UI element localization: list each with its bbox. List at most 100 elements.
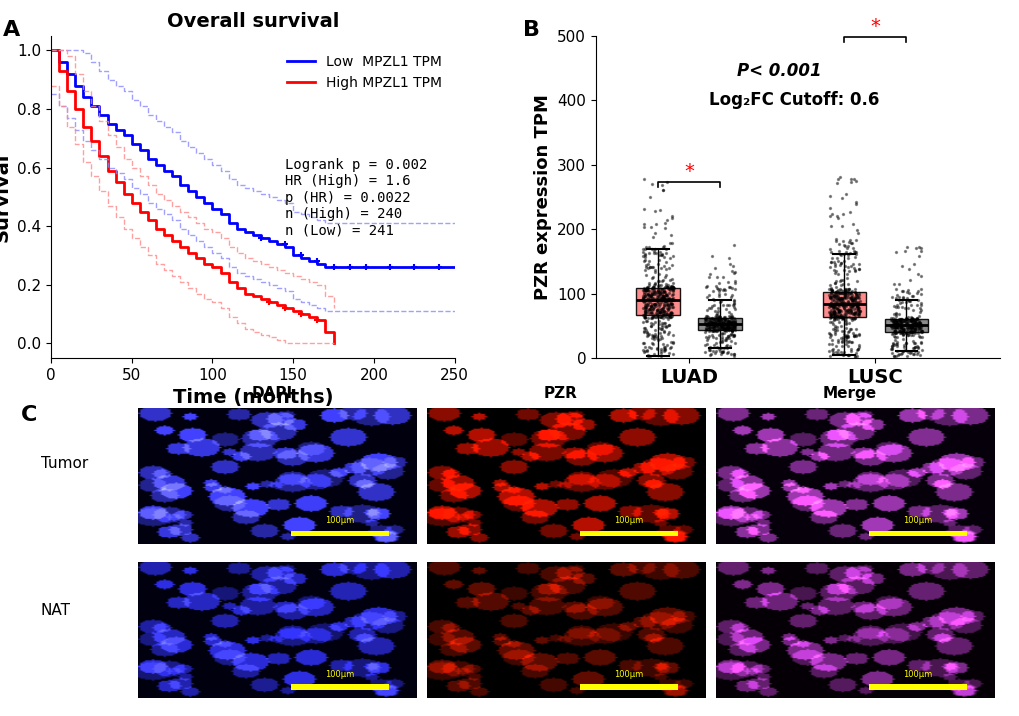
Point [908,314,924,325]
Point [907,243,923,254]
Point [719,316,736,328]
Point [847,329,863,341]
Point [850,328,866,339]
Point [720,321,737,332]
Point [897,327,913,339]
Point [706,311,722,323]
Point [821,299,838,310]
Point [824,318,841,329]
Point [833,292,849,304]
Point [725,329,741,341]
Point [660,347,677,359]
Point [635,296,651,308]
Point [887,332,903,343]
Point [657,269,674,281]
Point [829,292,846,304]
Point [700,289,716,301]
Point [838,299,854,310]
Point [842,298,858,309]
Point [718,319,735,330]
Point [657,290,674,301]
Point [655,305,672,316]
Point [635,322,651,334]
Point [697,319,713,330]
Point [910,331,926,342]
Point [844,313,860,324]
Point [712,320,729,332]
Point [725,329,741,341]
Point [654,308,671,319]
Point [636,301,652,313]
Point [842,237,858,248]
Point [833,340,849,352]
Point [832,346,848,357]
Point [897,316,913,328]
Point [826,276,843,287]
Point [711,319,728,331]
Point [884,350,901,362]
Text: PZR: PZR [543,386,578,401]
Point [637,261,653,273]
Point [842,173,858,185]
Point [658,289,675,301]
Point [661,282,678,294]
Point [717,333,734,344]
Point [701,322,717,334]
Point [909,342,925,354]
Point [645,283,661,294]
Point [723,260,740,271]
Point [703,325,719,337]
Point [649,284,665,296]
Point [716,340,733,352]
Point [648,294,664,306]
Point [834,314,850,325]
Point [661,284,678,296]
Point [888,319,904,330]
Point [890,322,906,334]
Point [715,343,732,354]
Point [834,312,850,324]
Point [640,293,656,304]
Point [654,291,671,302]
Point [849,302,865,314]
Point [643,290,659,301]
Point [649,296,665,308]
Point [883,312,900,324]
Point [891,314,907,325]
Point [664,281,681,292]
Point [901,347,917,358]
Point [837,311,853,323]
Point [893,313,909,324]
Point [827,289,844,301]
Point [664,348,681,359]
Point [850,305,866,316]
Point [639,290,655,301]
Point [697,331,713,342]
Point [840,335,856,347]
Point [850,307,866,319]
Point [887,321,903,332]
Point [659,283,676,294]
Point [727,266,743,278]
Point [720,329,737,341]
Point [894,326,910,337]
Point [839,287,855,299]
Point [639,263,655,274]
Text: B: B [523,20,540,39]
Point [837,334,853,345]
Point [883,319,900,330]
Point [829,300,846,311]
Point [847,330,863,342]
Point [827,253,844,264]
Point [835,286,851,297]
Point [720,332,737,344]
Point [644,289,660,300]
Point [641,350,657,362]
Point [898,316,914,328]
Point [850,289,866,301]
Point [823,344,840,355]
Text: 100μm: 100μm [325,670,355,679]
Point [825,314,842,326]
Point [663,282,680,294]
Point [696,312,712,324]
